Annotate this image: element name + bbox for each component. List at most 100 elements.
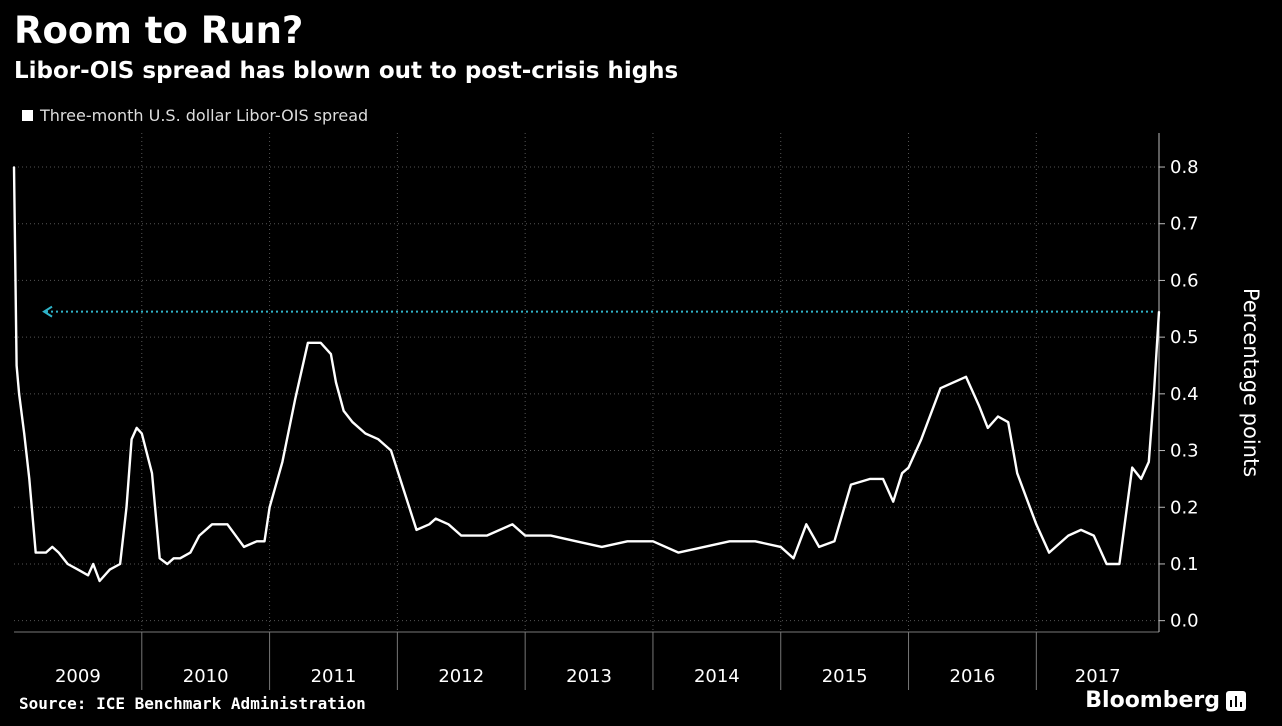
y-tick-label: 0.2 — [1170, 497, 1199, 518]
data-point — [226, 523, 229, 526]
data-point — [447, 523, 450, 526]
data-point — [377, 438, 380, 441]
data-point — [728, 540, 731, 543]
data-point — [892, 500, 895, 503]
data-point — [402, 489, 405, 492]
y-tick-label: 0.6 — [1170, 270, 1199, 291]
data-point — [1029, 506, 1031, 509]
data-point — [485, 534, 488, 537]
data-point — [57, 551, 60, 554]
y-tick-label: 0.8 — [1170, 157, 1199, 178]
data-point — [294, 398, 297, 401]
y-tick-label: 0.1 — [1170, 554, 1199, 575]
data-point — [869, 477, 872, 480]
data-point — [549, 534, 552, 537]
bloomberg-chart-icon — [1226, 690, 1246, 711]
data-point — [189, 551, 192, 554]
data-point — [125, 506, 128, 509]
data-point — [15, 364, 18, 367]
data-point — [805, 523, 808, 526]
data-point — [179, 557, 182, 560]
data-point — [1007, 421, 1010, 424]
data-point — [626, 540, 629, 543]
data-point — [1092, 534, 1095, 537]
data-point — [76, 568, 79, 571]
data-point — [524, 534, 527, 537]
data-point — [415, 529, 418, 531]
x-category-label: 2013 — [566, 666, 612, 687]
data-point — [833, 540, 836, 543]
data-point — [901, 472, 904, 475]
x-category-label: 2010 — [183, 666, 229, 687]
data-point — [939, 387, 942, 390]
data-point — [263, 540, 266, 543]
data-point — [335, 381, 337, 384]
x-category-label: 2015 — [822, 666, 868, 687]
data-point — [307, 341, 309, 344]
y-axis-title: Percentage points — [1239, 288, 1263, 477]
data-point — [1147, 460, 1150, 463]
data-point — [98, 580, 101, 582]
data-point — [1035, 523, 1038, 526]
data-point — [151, 472, 153, 475]
data-point — [1105, 563, 1108, 565]
reference-arrow-icon — [42, 305, 53, 318]
data-point — [1158, 310, 1160, 313]
x-category-label: 2014 — [694, 666, 740, 687]
y-tick-label: 0.5 — [1170, 327, 1199, 348]
data-point — [330, 353, 332, 356]
data-point — [850, 483, 852, 486]
x-category-label: 2017 — [1075, 666, 1121, 687]
data-point — [364, 432, 367, 435]
data-point — [754, 540, 757, 543]
data-point — [243, 546, 245, 548]
data-point — [28, 477, 31, 480]
x-category-label: 2011 — [311, 666, 357, 687]
brand-name: Bloomberg — [1085, 688, 1220, 713]
data-point — [281, 460, 284, 463]
data-point — [1152, 392, 1155, 395]
data-point — [45, 551, 47, 554]
x-category-label: 2012 — [438, 666, 484, 687]
y-tick-label: 0.4 — [1170, 384, 1199, 405]
data-point — [342, 409, 345, 412]
data-point — [1131, 466, 1134, 469]
data-point — [677, 551, 680, 554]
data-point — [1080, 529, 1082, 531]
data-point — [87, 574, 90, 577]
series-line — [12, 166, 1161, 583]
data-point — [792, 557, 795, 560]
data-point — [166, 563, 169, 565]
data-point — [140, 432, 143, 435]
data-point — [1048, 551, 1051, 554]
data-point — [255, 540, 258, 543]
data-point — [158, 557, 161, 560]
data-point — [977, 404, 980, 407]
x-category-label: 2009 — [55, 666, 101, 687]
data-point — [428, 523, 431, 526]
data-point — [882, 477, 884, 480]
data-point — [1140, 477, 1143, 480]
data-point — [23, 432, 26, 435]
data-point — [1016, 472, 1019, 475]
data-point — [434, 517, 437, 520]
data-point — [13, 166, 15, 168]
data-point — [575, 540, 578, 543]
data-point — [66, 563, 69, 565]
data-point — [511, 523, 514, 526]
data-point — [997, 415, 999, 418]
data-point — [703, 546, 705, 548]
data-point — [135, 426, 138, 429]
data-point — [779, 546, 782, 548]
data-point — [351, 421, 354, 424]
x-category-label: 2016 — [950, 666, 996, 687]
data-point — [390, 449, 392, 452]
data-point — [986, 426, 989, 429]
data-point — [268, 506, 271, 509]
chart-title: Room to Run? — [14, 9, 304, 52]
data-point — [34, 551, 37, 554]
legend-label: Three-month U.S. dollar Libor-OIS spread — [40, 106, 369, 125]
legend: Three-month U.S. dollar Libor-OIS spread — [22, 106, 368, 125]
brand-logo: Bloomberg — [1085, 688, 1246, 713]
data-point — [119, 563, 121, 565]
